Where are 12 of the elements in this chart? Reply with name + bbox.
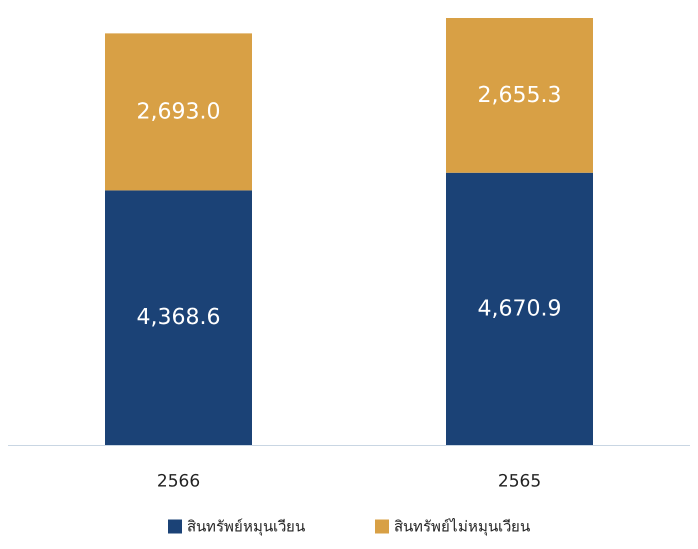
bar bbox=[446, 18, 593, 173]
x-tick-label: 2566 bbox=[156, 472, 200, 492]
data-label: 4,368.6 bbox=[136, 305, 220, 330]
bar bbox=[105, 190, 252, 445]
data-label: 2,693.0 bbox=[136, 99, 220, 124]
bar bbox=[105, 33, 252, 190]
bar bbox=[446, 172, 593, 445]
data-label: 4,670.9 bbox=[478, 296, 562, 322]
legend-label: สินทรัพย์ไม่หมุนเวียน bbox=[394, 518, 530, 536]
legend-label: สินทรัพย์หมุนเวียน bbox=[187, 518, 305, 536]
x-tick-label: 2565 bbox=[498, 472, 542, 492]
data-label: 2,655.3 bbox=[478, 82, 562, 108]
